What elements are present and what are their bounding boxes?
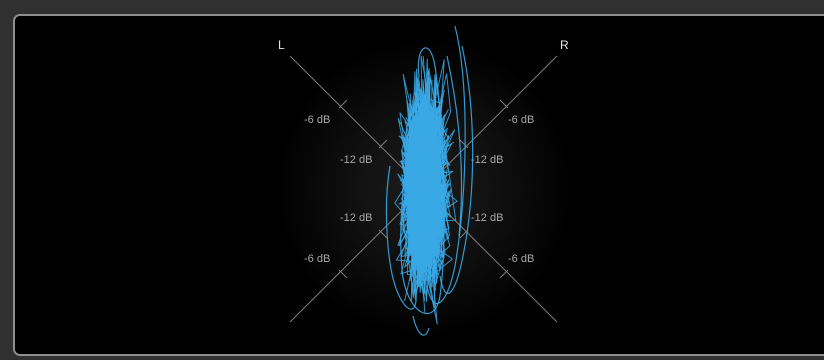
left-channel-label: L [278, 38, 285, 52]
trace-loop [426, 25, 466, 305]
tick-lower-right [499, 269, 509, 279]
axis-ticks [338, 99, 509, 279]
trace-loop [385, 165, 417, 310]
tick-upper-right [499, 99, 509, 109]
trace-loop [400, 47, 445, 315]
db-label-inner-lower-left: -12 dB [340, 212, 372, 224]
tick-inner-lower-left [378, 229, 388, 239]
db-label-upper-left: -6 dB [304, 114, 330, 126]
db-label-lower-left: -6 dB [304, 253, 330, 265]
tick-upper-left [338, 99, 348, 109]
phase-scope-display: L R -6 dB -6 dB -12 dB -12 dB -12 dB -12… [278, 25, 569, 336]
trace-loop [439, 45, 474, 295]
db-label-inner-upper-right: -12 dB [471, 154, 503, 166]
db-label-inner-upper-left: -12 dB [340, 154, 372, 166]
trace-loop [412, 315, 430, 336]
trace-core [409, 110, 441, 266]
right-channel-label: R [560, 38, 569, 52]
tick-lower-left [338, 269, 348, 279]
db-label-inner-lower-right: -12 dB [471, 212, 503, 224]
tick-inner-upper-right [459, 139, 469, 149]
phase-scope-panel: L R -6 dB -6 dB -12 dB -12 dB -12 dB -12… [13, 14, 824, 356]
signal-trace [385, 25, 474, 336]
db-label-upper-right: -6 dB [508, 114, 534, 126]
db-label-lower-right: -6 dB [508, 253, 534, 265]
trace-loop [446, 55, 463, 237]
tick-inner-upper-left [378, 139, 388, 149]
